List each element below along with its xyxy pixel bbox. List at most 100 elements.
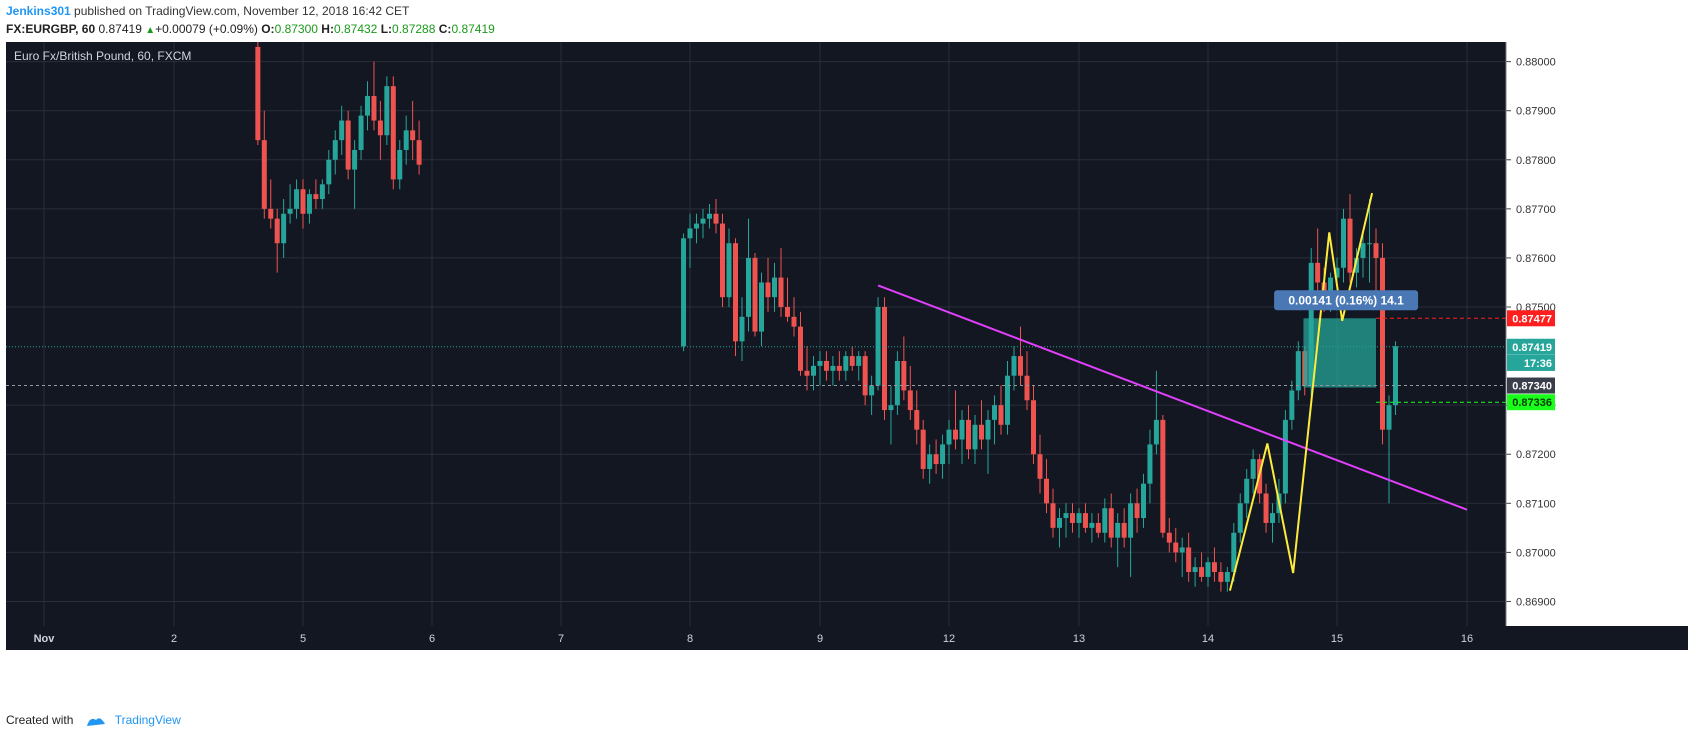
candle-body (1199, 567, 1205, 577)
candle-body (1108, 508, 1114, 538)
candle-body (1347, 218, 1353, 273)
price-tag-bg (1507, 377, 1555, 394)
candle-body (1393, 346, 1398, 406)
candle-body (345, 120, 351, 170)
candle-body (1057, 518, 1062, 528)
close-value: 0.87419 (451, 22, 495, 36)
candle-body (1147, 444, 1153, 484)
x-tick-label: 9 (817, 633, 823, 645)
y-tick-label: 0.87200 (1516, 449, 1556, 461)
candle-body (946, 429, 952, 445)
candle-body (979, 424, 984, 440)
price-tag: 0.87340 (1512, 381, 1552, 393)
candle-body (817, 360, 823, 366)
candle-body (1044, 478, 1049, 504)
candle-body (1031, 400, 1036, 455)
candle-body (907, 390, 913, 411)
candle-body (1360, 243, 1366, 258)
candle-body (1231, 532, 1237, 573)
candle-body (287, 208, 293, 214)
symbol-timeframe: FX:EURGBP, 60 (6, 22, 96, 36)
x-tick-label: 15 (1331, 633, 1343, 645)
tradingview-link[interactable]: TradingView (114, 713, 181, 727)
candle-body (319, 184, 325, 200)
candle-body (862, 356, 868, 396)
time-axis[interactable]: Nov 2 5 6 7 8 9 12 13 14 15 16 (34, 633, 1474, 645)
candle-body (1263, 493, 1269, 523)
x-tick-label: 7 (558, 633, 564, 645)
x-tick-label: 13 (1073, 633, 1085, 645)
candle-body (1153, 419, 1159, 445)
candle-body (1134, 503, 1140, 519)
y-tick-label: 0.87800 (1516, 155, 1556, 167)
quote-line: FX:EURGBP, 60 0.87419 ▲+0.00079 (+0.09%)… (6, 22, 495, 36)
candle-body (1141, 483, 1146, 519)
candle-body (914, 410, 920, 430)
candle-body (759, 282, 764, 332)
x-tick-label: 12 (943, 633, 955, 645)
candle-body (1005, 375, 1010, 425)
candle-body (1095, 522, 1101, 533)
author-link[interactable]: Jenkins301 (6, 4, 71, 18)
created-with-text: Created with (6, 713, 74, 727)
candle-body (927, 454, 933, 469)
candle-body (811, 365, 816, 376)
candle-body (992, 405, 997, 420)
price-tag-bg (1507, 394, 1555, 411)
candle-body (1076, 513, 1082, 523)
price-tag-bg (1507, 354, 1555, 371)
candle-body (410, 130, 416, 141)
candle-body (1270, 513, 1275, 523)
price-chart[interactable]: 0.00141 (0.16%) 14.1 Euro Fx/British Pou… (6, 32, 1688, 702)
price-tag: 0.87336 (1512, 397, 1552, 409)
candle-body (1386, 405, 1392, 430)
candle-body (1050, 503, 1056, 528)
candle-body (1211, 562, 1217, 573)
drawings: 0.00141 (0.16%) 14.1 (6, 192, 1506, 591)
candle-body (746, 257, 751, 317)
price-axis-background (1506, 42, 1688, 626)
candle-body (332, 140, 338, 160)
low-label: L: (380, 22, 393, 36)
candle-body (830, 365, 836, 371)
footer: Created with TradingView (6, 713, 181, 728)
candle-body (739, 316, 745, 342)
candle-body (933, 454, 939, 465)
candle-body (352, 149, 358, 170)
candle-body (843, 356, 849, 371)
candle-body (1205, 562, 1211, 577)
price-tag: 0.87419 (1512, 342, 1552, 354)
candle-body (720, 223, 725, 298)
candle-body (294, 189, 300, 209)
candle-body (1218, 572, 1224, 582)
candle-body (255, 46, 261, 141)
price-labels: 0.87477 0.87419 17:36 0.87340 0.87336 (1507, 310, 1555, 411)
price-tag: 0.87477 (1512, 313, 1552, 325)
candle-body (1186, 547, 1192, 573)
candle-body (371, 95, 377, 121)
candle-body (1289, 390, 1295, 420)
candle-body (1011, 356, 1017, 376)
chart-container[interactable]: 0.00141 (0.16%) 14.1 Euro Fx/British Pou… (6, 32, 1688, 702)
y-tick-label: 0.87600 (1516, 253, 1556, 265)
candle-body (1341, 218, 1346, 268)
candle-body (300, 189, 306, 214)
candle-body (1102, 508, 1108, 533)
close-label: C: (438, 22, 452, 36)
high-label: H: (321, 22, 334, 36)
candle-body (901, 360, 907, 391)
candle-body (700, 218, 706, 224)
y-tick-label: 0.87000 (1516, 547, 1556, 559)
y-tick-label: 0.88000 (1516, 57, 1556, 69)
candle-body (1115, 522, 1121, 538)
candle-body (681, 238, 687, 347)
candle-body (1089, 522, 1095, 528)
candle-body (765, 282, 771, 298)
candle-body (972, 424, 978, 450)
open-value: 0.87300 (274, 22, 318, 36)
candle-body (726, 243, 732, 298)
candle-body (772, 277, 777, 298)
x-tick-label: 16 (1461, 633, 1473, 645)
last-price: 0.87419 (98, 22, 142, 36)
candle-body (1128, 503, 1134, 538)
